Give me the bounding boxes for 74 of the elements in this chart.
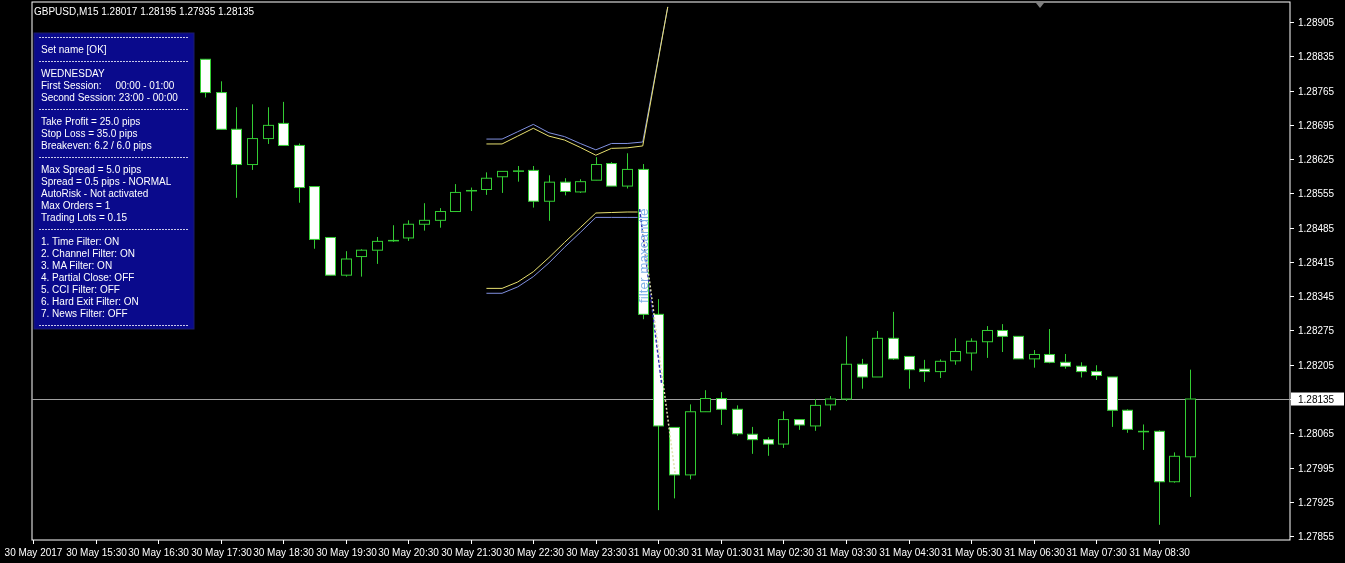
- y-tick-label: 1.27855: [1298, 531, 1335, 542]
- x-tick-label: 30 May 2017: [4, 546, 63, 558]
- y-tick-label: 1.28205: [1298, 360, 1335, 371]
- candlestick: [810, 398, 821, 432]
- candlestick: [1044, 328, 1055, 364]
- candlestick: [763, 436, 774, 457]
- x-tick-label: 30 May 15:30: [66, 546, 128, 558]
- candlestick: [497, 170, 508, 194]
- y-tick-label: 1.28555: [1298, 188, 1335, 199]
- x-tick-label: 31 May 00:30: [628, 546, 690, 558]
- y-tick-label: 1.27925: [1298, 497, 1335, 508]
- candlestick: [997, 323, 1008, 353]
- y-tick-label: 1.28345: [1298, 291, 1335, 302]
- candlestick: [341, 250, 352, 278]
- y-tick-label: 1.28765: [1298, 86, 1335, 97]
- y-tick-label: 1.28485: [1298, 223, 1335, 234]
- annotation: filter maxcandle: [636, 208, 652, 303]
- x-tick-label: 30 May 20:30: [378, 546, 440, 558]
- candlestick: [904, 355, 915, 390]
- candlestick: [481, 171, 492, 196]
- y-tick-label: 1.28835: [1298, 51, 1335, 62]
- y-tick-label: 1.27995: [1298, 463, 1335, 474]
- x-tick-label: 31 May 03:30: [816, 546, 878, 558]
- annotation: Take Profit = 25.0 pips Stop Loss = 35.0 pips Breakeven: 6.2 / 6.0 pips: [41, 115, 152, 151]
- annotation: WEDNESDAY First Session: 00:00 - 01:00 Second Session: 23:00 - 00:00: [41, 67, 179, 103]
- x-tick-label: 31 May 02:30: [753, 546, 815, 558]
- candlestick: [982, 325, 993, 359]
- x-tick-label: 30 May 22:30: [503, 546, 565, 558]
- annotation: Max Spread = 5.0 pips Spread = 0.5 pips - NORMAL AutoRisk - Not activated Max Orders = 1 Trading Lots = 0.15: [41, 163, 172, 223]
- x-tick-label: 31 May 01:30: [691, 546, 753, 558]
- candlestick: [1122, 408, 1133, 434]
- x-tick-label: 31 May 05:30: [941, 546, 1003, 558]
- y-tick-label: 1.28415: [1298, 257, 1335, 268]
- x-tick-label: 31 May 08:30: [1129, 546, 1191, 558]
- x-tick-label: 31 May 06:30: [1004, 546, 1066, 558]
- candlestick: [606, 161, 617, 187]
- annotation: Set name [OK]: [41, 43, 107, 55]
- candlestick: [403, 219, 414, 242]
- candlestick: [544, 174, 555, 222]
- x-tick-label: 30 May 19:30: [316, 546, 378, 558]
- candlestick: [950, 337, 961, 366]
- candlestick: [591, 156, 602, 181]
- y-tick-label: 1.28625: [1298, 154, 1335, 165]
- x-tick-label: 30 May 17:30: [191, 546, 253, 558]
- candlestick: [466, 187, 477, 212]
- candlestick: [700, 389, 711, 413]
- candlestick: [716, 391, 727, 426]
- y-tick-label: 1.28275: [1298, 325, 1335, 336]
- candlestick: [747, 426, 758, 455]
- x-tick-label: 31 May 04:30: [879, 546, 941, 558]
- ref-line-label: 1.28135: [1298, 393, 1335, 405]
- candlestick: [935, 358, 946, 379]
- candlestick: [263, 106, 274, 145]
- y-tick-label: 1.28695: [1298, 120, 1335, 131]
- x-tick-label: 31 May 07:30: [1066, 546, 1128, 558]
- candlestick: [1013, 335, 1024, 360]
- x-tick-label: 30 May 16:30: [128, 546, 190, 558]
- candlestick: [888, 311, 899, 361]
- x-tick-label: 30 May 21:30: [441, 546, 503, 558]
- candlestick: [622, 152, 633, 190]
- y-tick-label: 1.28905: [1298, 17, 1335, 28]
- chart-title: GBPUSD,M15 1.28017 1.28195 1.27935 1.28135: [34, 5, 255, 17]
- candlestick: [966, 337, 977, 372]
- candlestick: [372, 236, 383, 265]
- candlestick: [356, 248, 367, 278]
- candlestick: [419, 202, 430, 232]
- x-tick-label: 30 May 18:30: [253, 546, 315, 558]
- y-tick-label: 1.28065: [1298, 428, 1335, 439]
- annotation: 1. Time Filter: ON 2. Channel Filter: ON 3. MA Filter: ON 4. Partial Close: OFF 5. CCI Filter: OFF 6. Hard Exit Filter: ON 7. News Filter: OFF: [41, 235, 139, 319]
- candlestick: [450, 183, 461, 213]
- candlestick: [435, 207, 446, 229]
- candlestick: [278, 101, 289, 146]
- candlestick: [857, 358, 868, 390]
- x-tick-label: 30 May 23:30: [566, 546, 628, 558]
